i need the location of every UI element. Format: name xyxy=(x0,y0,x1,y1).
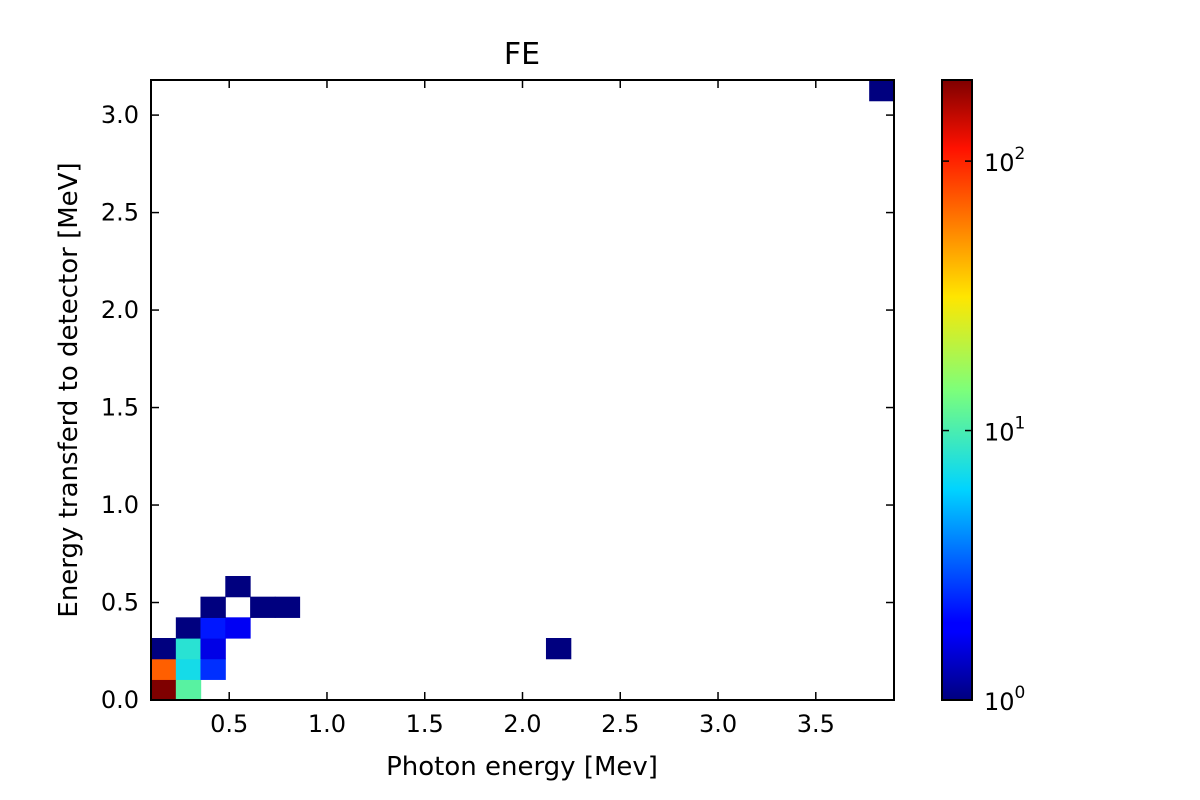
x-tick-label: 1.0 xyxy=(308,710,346,738)
x-tick-label: 3.5 xyxy=(797,710,835,738)
heatmap-cell xyxy=(274,596,301,618)
y-tick-label: 2.5 xyxy=(101,199,139,227)
heatmap-cell xyxy=(545,638,572,660)
heatmap-cell xyxy=(151,679,177,701)
colorbar-gradient xyxy=(941,79,973,701)
x-tick-label: 2.5 xyxy=(601,710,639,738)
x-tick-label: 2.0 xyxy=(503,710,541,738)
heatmap-cell xyxy=(225,576,251,598)
y-tick-label: 3.0 xyxy=(101,101,139,129)
colorbar-tick-label: 102 xyxy=(984,144,1025,177)
x-axis-label: Photon energy [Mev] xyxy=(386,752,658,782)
heatmap-cell xyxy=(869,80,895,102)
heatmap-cell xyxy=(151,658,177,680)
heatmap-cell xyxy=(225,617,251,639)
y-axis-ticks: 0.0 0.5 1.0 1.5 2.0 2.5 3.0 xyxy=(101,101,894,714)
heatmap-cell xyxy=(200,658,226,680)
colorbar-ticks: 100 101 102 xyxy=(942,144,1025,716)
y-tick-label: 1.5 xyxy=(101,394,139,422)
y-tick-label: 0.5 xyxy=(101,589,139,617)
colorbar-tick-label: 100 xyxy=(984,683,1025,716)
y-tick-label: 2.0 xyxy=(101,296,139,324)
heatmap-cell xyxy=(151,638,177,660)
heatmap-cell xyxy=(175,679,202,701)
heatmap-cell xyxy=(175,638,202,660)
heatmap-cell xyxy=(175,617,202,639)
y-tick-label: 0.0 xyxy=(101,686,139,714)
heatmap-cell xyxy=(200,596,226,618)
x-tick-label: 3.0 xyxy=(699,710,737,738)
y-axis-label: Energy transferd to detector [MeV] xyxy=(54,162,84,617)
x-tick-label: 0.5 xyxy=(210,710,248,738)
chart-title: FE xyxy=(504,37,540,72)
x-axis-ticks: 0.5 1.0 1.5 2.0 2.5 3.0 3.5 xyxy=(210,80,835,738)
heatmap-cell xyxy=(200,638,226,660)
x-tick-label: 1.5 xyxy=(406,710,444,738)
colorbar: 100 101 102 xyxy=(941,79,1025,716)
y-tick-label: 1.0 xyxy=(101,491,139,519)
heatmap-cell xyxy=(175,658,202,680)
colorbar-tick-label: 101 xyxy=(984,414,1025,447)
heatmap-cells xyxy=(151,80,895,701)
heatmap-cell xyxy=(200,617,226,639)
heatmap-cell xyxy=(250,596,276,618)
